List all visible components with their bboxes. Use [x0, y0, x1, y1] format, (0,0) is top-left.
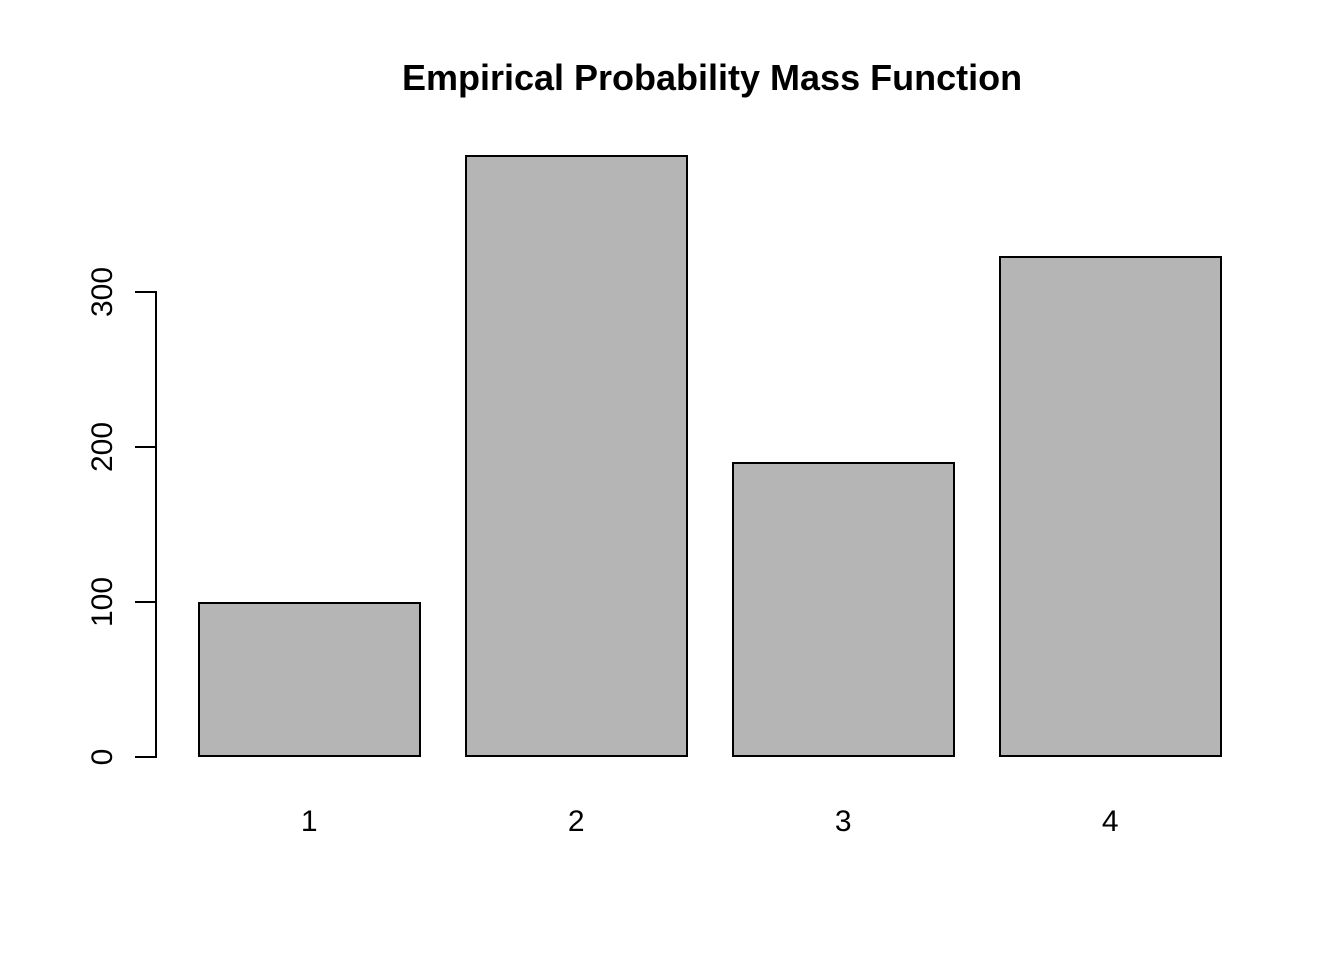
x-axis-label: 3 [834, 805, 852, 838]
bar-category-1 [197, 601, 421, 757]
bar-category-4 [998, 256, 1222, 757]
y-axis-tick [134, 600, 155, 603]
y-axis-tick [134, 445, 155, 448]
bar-category-3 [731, 462, 955, 757]
bar-category-2 [464, 155, 688, 757]
x-axis-label: 2 [567, 805, 585, 838]
chart-title: Empirical Probability Mass Function [401, 57, 1023, 98]
y-axis-tick [134, 756, 155, 758]
y-axis-tick-label: 100 [86, 576, 119, 627]
y-axis-tick-label: 200 [86, 421, 119, 472]
y-axis-tick-label: 300 [86, 266, 119, 317]
x-axis-label: 1 [300, 805, 318, 838]
y-axis-tick [134, 290, 155, 293]
y-axis-tick-label: 0 [86, 748, 119, 766]
x-axis-label: 4 [1101, 805, 1119, 838]
y-axis-line [154, 290, 157, 758]
